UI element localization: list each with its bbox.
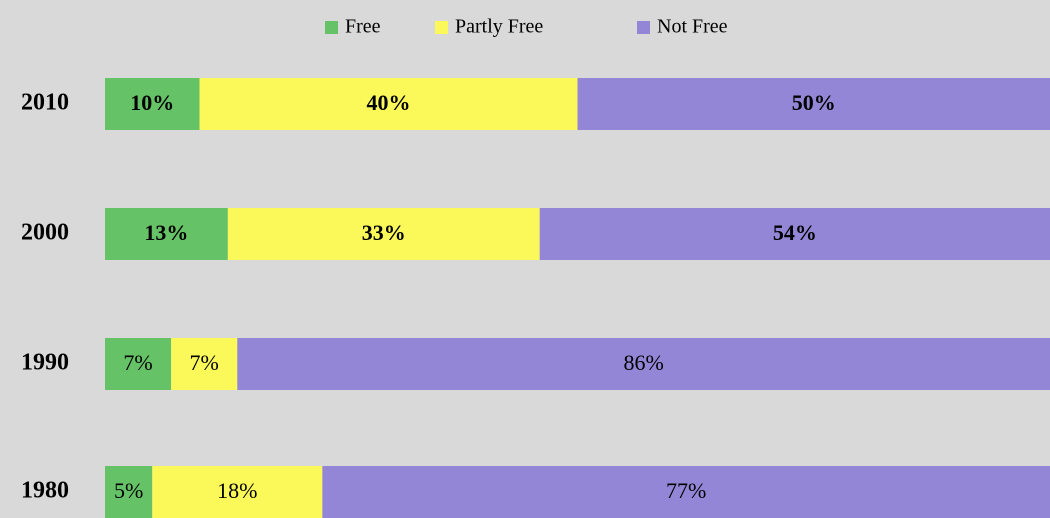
data-label: 10% xyxy=(130,90,174,115)
data-label: 86% xyxy=(623,350,663,375)
data-label: 7% xyxy=(190,350,219,375)
legend-swatch xyxy=(435,21,448,34)
bar-segment xyxy=(227,208,540,260)
bar-segment xyxy=(577,78,1050,130)
data-label: 7% xyxy=(123,350,152,375)
category-label: 2010 xyxy=(21,90,69,116)
bar-segment xyxy=(171,338,238,390)
bar-segment xyxy=(105,78,200,130)
data-label: 40% xyxy=(367,90,411,115)
bar-segment xyxy=(539,208,1050,260)
data-label: 18% xyxy=(217,478,257,503)
legend-label: Partly Free xyxy=(455,16,543,38)
bar-segment xyxy=(322,466,1050,518)
bar-segment xyxy=(237,338,1050,390)
bar-segment xyxy=(152,466,323,518)
bar-segment xyxy=(105,208,228,260)
data-label: 33% xyxy=(362,220,406,245)
data-label: 50% xyxy=(792,90,836,115)
data-label: 13% xyxy=(144,220,188,245)
category-label: 1980 xyxy=(21,478,69,504)
bar-segment xyxy=(105,466,153,518)
legend-label: Not Free xyxy=(657,16,728,38)
legend-swatch xyxy=(637,21,650,34)
data-label: 54% xyxy=(773,220,817,245)
legend-swatch xyxy=(325,21,338,34)
data-label: 77% xyxy=(666,478,706,503)
category-label: 1990 xyxy=(21,350,69,376)
category-label: 2000 xyxy=(21,220,69,246)
data-label: 5% xyxy=(114,478,143,503)
bar-segment xyxy=(105,338,172,390)
legend-label: Free xyxy=(345,16,381,38)
bar-segment xyxy=(199,78,578,130)
